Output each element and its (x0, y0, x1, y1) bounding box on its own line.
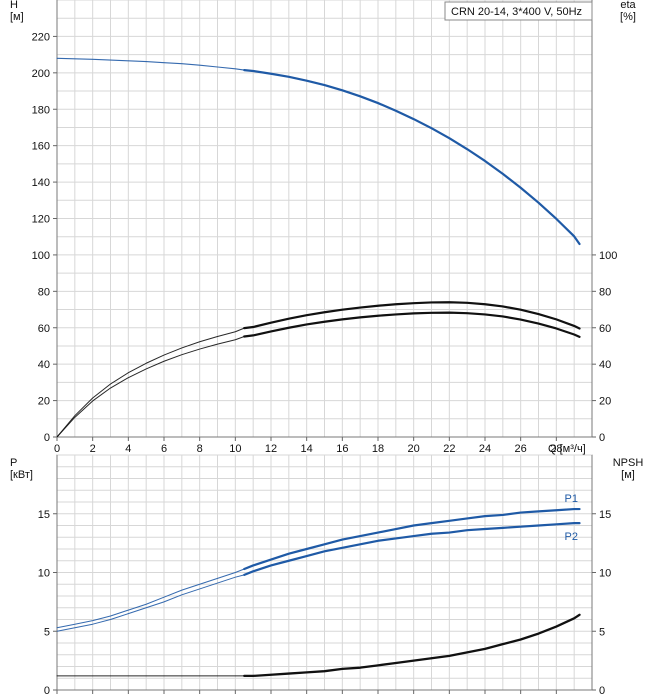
top-ticks-left-tick-label: 40 (38, 359, 50, 371)
x-tick-label: 0 (54, 443, 60, 455)
top-left-axis-label-line: [м] (10, 11, 24, 23)
top-ticks-right-tick-label: 60 (599, 323, 611, 335)
bottom-ticks-left-tick-label: 10 (38, 568, 50, 580)
top-ticks-left-tick-label: 20 (38, 396, 50, 408)
bottom-ticks-left-tick-label: 15 (38, 509, 50, 521)
bottom-ticks: 0 5 10 15 0 5 10 15 (38, 509, 612, 697)
top-left-axis-label-line: H (10, 0, 18, 11)
series-label-p1: P1 (565, 493, 578, 505)
top-left-axis-label: H [м] (10, 0, 24, 23)
x-tick-label: 10 (229, 443, 241, 455)
bottom-left-axis-label-line: P (10, 457, 17, 469)
bottom-ticks-right-tick-label: 5 (599, 626, 605, 638)
x-tick-label: 20 (408, 443, 420, 455)
bottom-right-axis-label: NPSH [м] (613, 457, 644, 481)
bottom-ticks-right-tick-label: 10 (599, 568, 611, 580)
top-ticks-left-tick-label: 220 (32, 31, 50, 43)
top-series-series-emphasis-1 (243, 311, 581, 338)
top-ticks-left-tick-label: 140 (32, 177, 50, 189)
x-tick-label: 12 (265, 443, 277, 455)
top-ticks-left-tick-label: 100 (32, 250, 50, 262)
bottom-series: P1 P2 (56, 493, 581, 678)
top-ticks-left-tick-label: 80 (38, 286, 50, 298)
bottom-ticks-left-tick-label: 0 (44, 685, 50, 697)
top-ticks-right-tick-label: 40 (599, 359, 611, 371)
x-tick-label: 16 (336, 443, 348, 455)
bottom-series-series-emphasis-0 (243, 507, 581, 571)
top-series (56, 57, 581, 438)
top-right-axis-label-line: eta (620, 0, 636, 11)
bottom-ticks-right-tick-label: 15 (599, 509, 611, 521)
bottom-right-axis-label-line: NPSH (613, 457, 644, 469)
top-ticks-left-tick-label: 200 (32, 68, 50, 80)
x-axis-label: Q [м³/ч] (548, 443, 586, 455)
top-ticks-right-tick-label: 20 (599, 396, 611, 408)
top-ticks-right-tick-label: 80 (599, 286, 611, 298)
top-ticks-left-tick-label: 120 (32, 214, 50, 226)
x-tick-label: 18 (372, 443, 384, 455)
top-right-axis-label: eta [%] (620, 0, 636, 23)
x-tick-label: 8 (197, 443, 203, 455)
top-ticks-left-tick-label: 60 (38, 323, 50, 335)
top-series-series-emphasis-0 (243, 69, 581, 246)
bottom-ticks-left-tick-label: 5 (44, 626, 50, 638)
x-tick-label: 22 (443, 443, 455, 455)
series-label-p2: P2 (565, 531, 578, 543)
bottom-left-axis-label-line: [кВт] (10, 469, 33, 481)
x-tick-label: 4 (125, 443, 131, 455)
top-ticks: 0 2 4 6 8 10 12 14 16 18 20 22 24 26 28020406080100120… (32, 31, 618, 455)
bottom-series-series-emphasis-1 (243, 522, 581, 576)
top-ticks-left-tick-label: 160 (32, 141, 50, 153)
top-series-series-emphasis-2 (243, 301, 581, 330)
x-tick-label: 24 (479, 443, 491, 455)
bottom-ticks-right-tick-label: 0 (599, 685, 605, 697)
bottom-left-axis-label: P [кВт] (10, 457, 33, 481)
bottom-series-series-emphasis-2 (243, 613, 581, 678)
x-tick-label: 2 (90, 443, 96, 455)
top-ticks-left-tick-label: 0 (44, 432, 50, 444)
title-box (444, 1, 593, 21)
bottom-right-axis-label-line: [м] (621, 469, 635, 481)
top-ticks-left-tick-label: 180 (32, 104, 50, 116)
x-tick-label: 6 (161, 443, 167, 455)
x-tick-label: 14 (301, 443, 313, 455)
x-tick-label: 26 (515, 443, 527, 455)
x-tick-label: 28 (550, 443, 562, 455)
chart-title: CRN 20-14, 3*400 V, 50Hz (451, 6, 582, 18)
bottom-grid (56, 454, 593, 691)
top-ticks-right-tick-label: 100 (599, 250, 617, 262)
top-right-axis-label-line: [%] (620, 11, 636, 23)
top-grid (56, 0, 593, 438)
top-ticks-right-tick-label: 0 (599, 432, 605, 444)
